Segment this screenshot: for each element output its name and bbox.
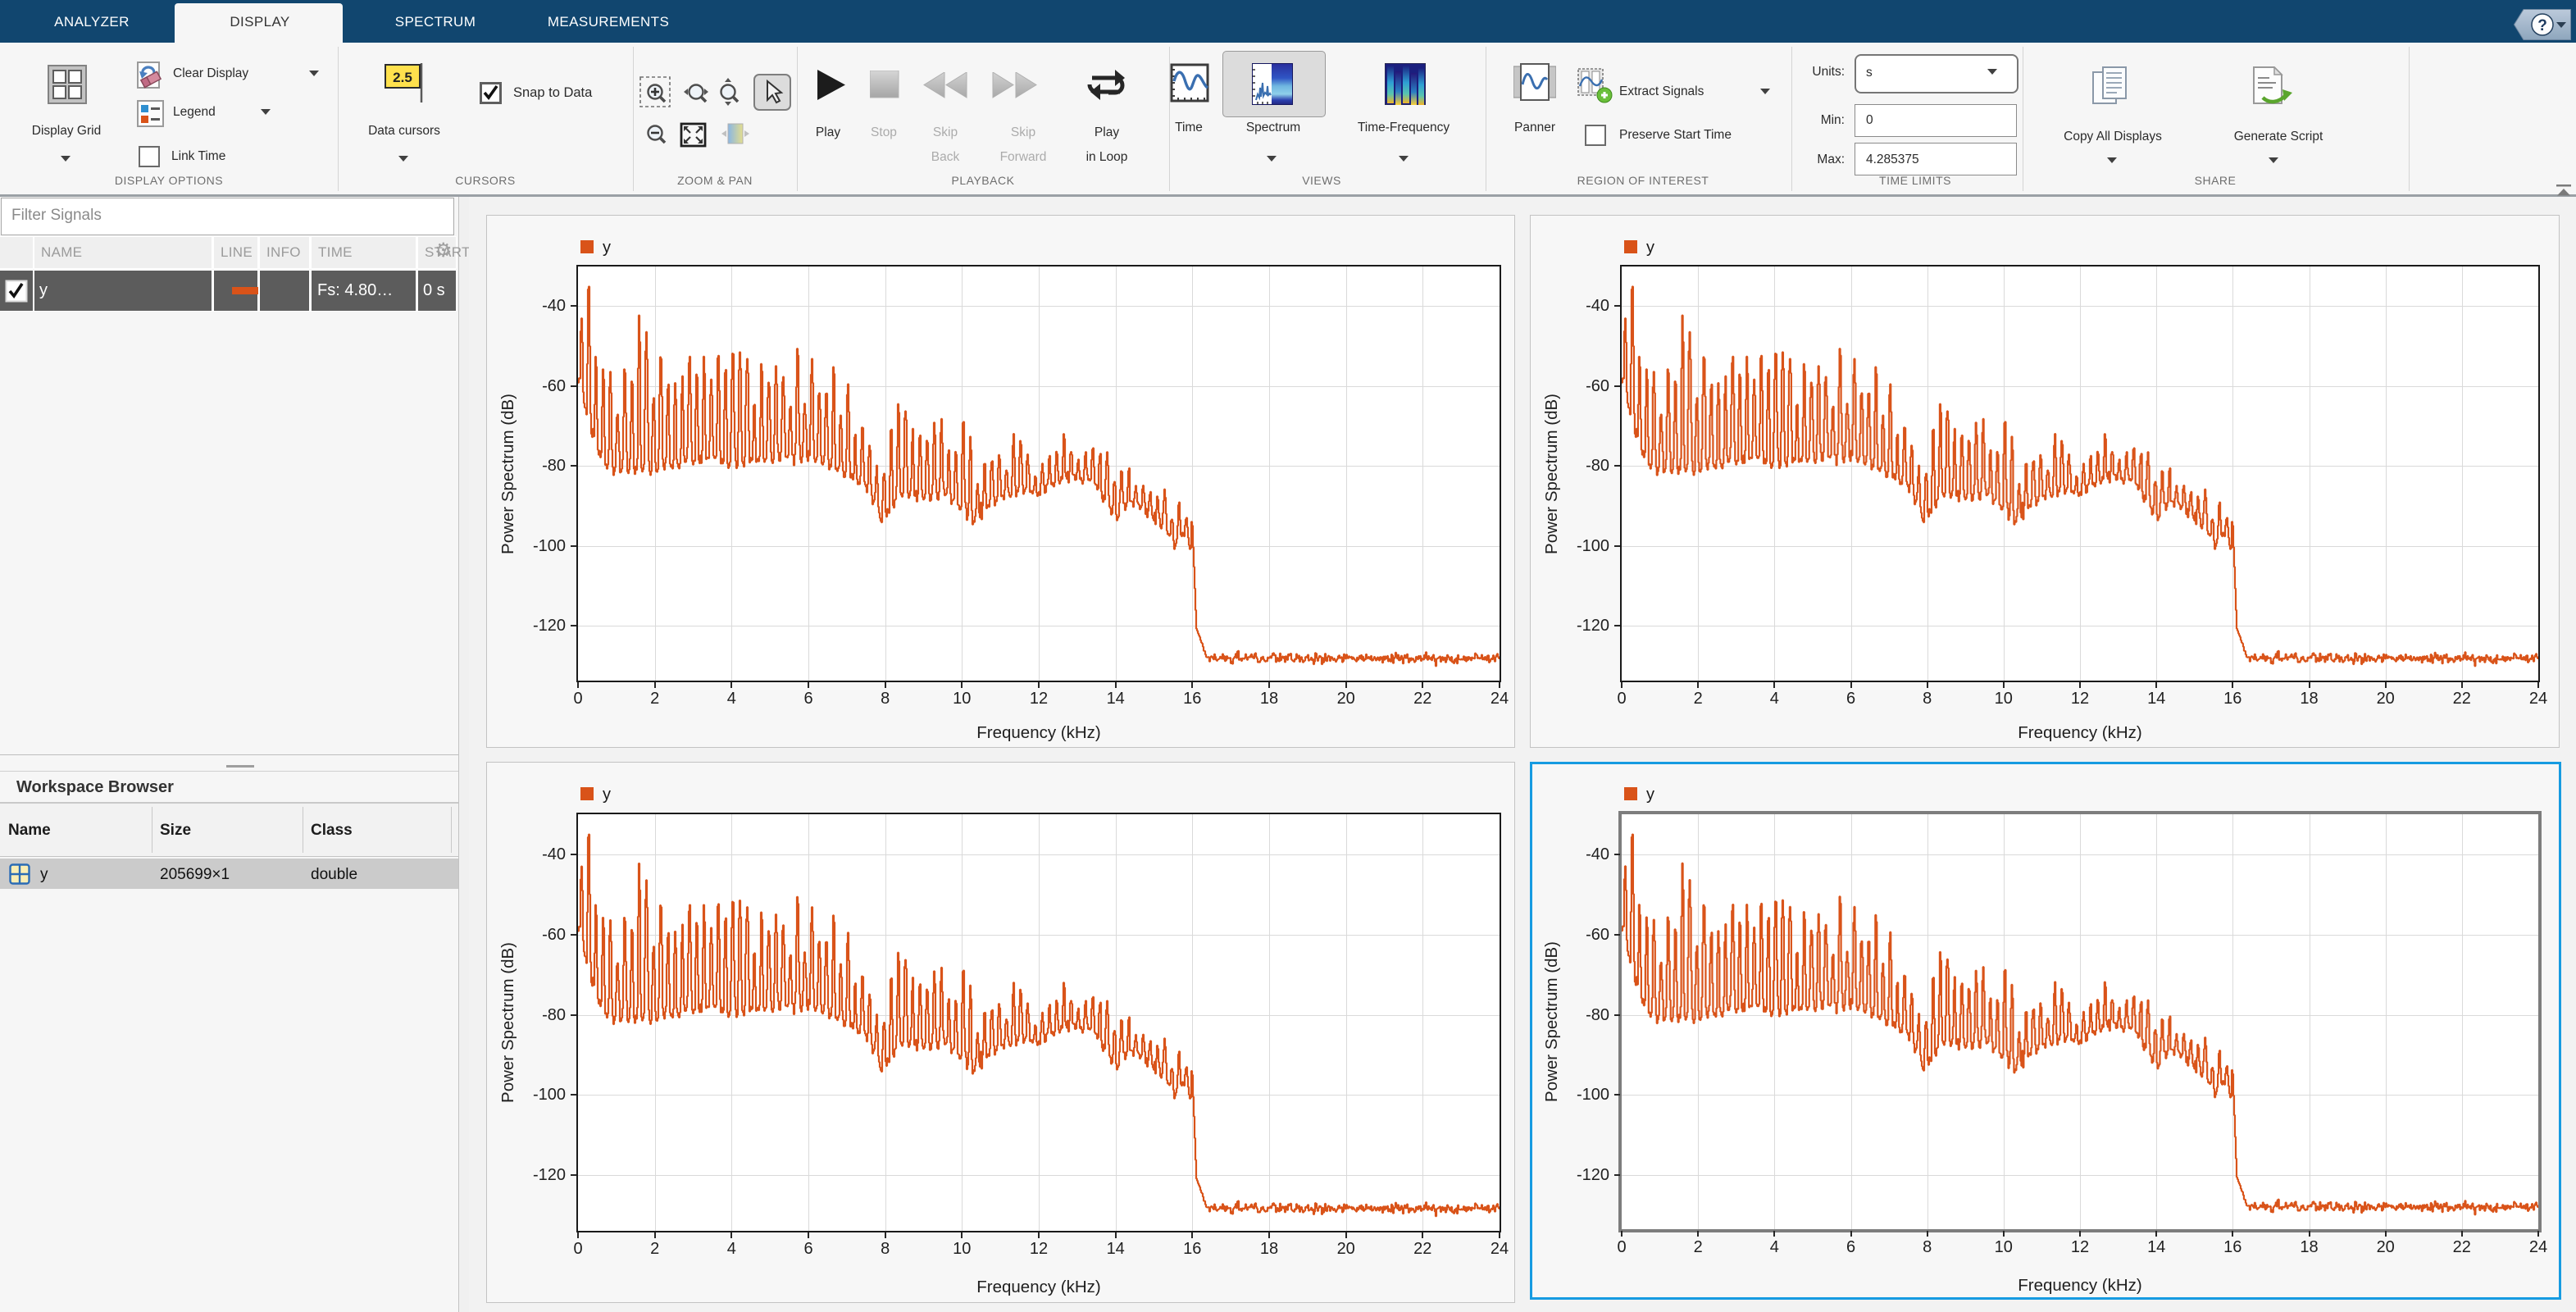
svg-text:2.5: 2.5 bbox=[393, 70, 412, 85]
svg-text:?: ? bbox=[2537, 17, 2547, 34]
